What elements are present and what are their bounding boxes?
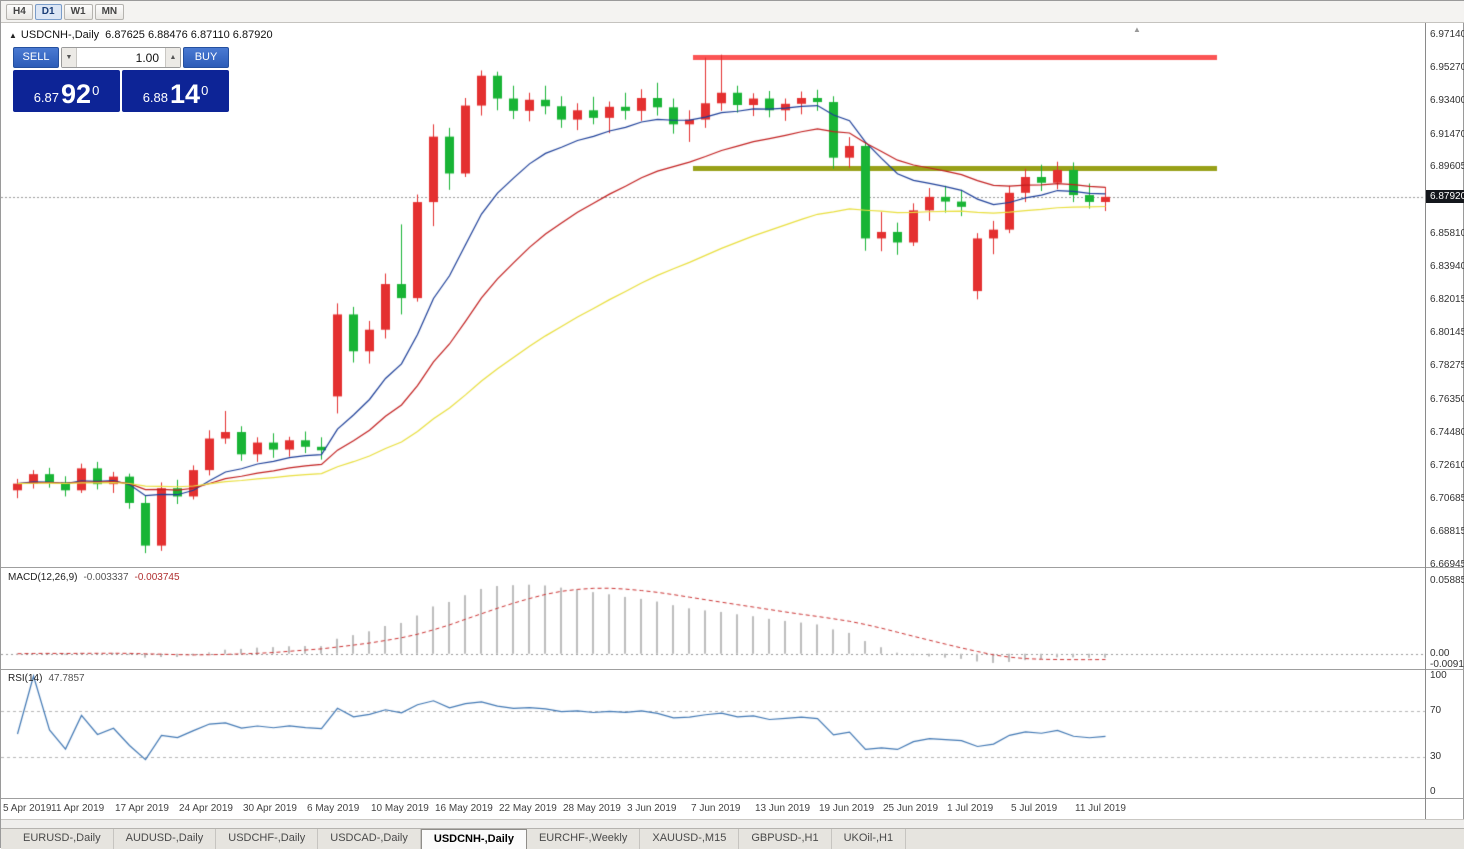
date-label: 5 Jul 2019 bbox=[1011, 803, 1058, 814]
buy-price-pipette: 0 bbox=[201, 83, 209, 98]
date-label: 1 Jul 2019 bbox=[947, 803, 994, 814]
rsi-name: RSI(14) bbox=[8, 673, 43, 684]
panel-separator[interactable] bbox=[1, 669, 1464, 670]
price-tick-label: 6.97140 bbox=[1430, 29, 1464, 40]
one-click-trading-panel: SELL ▼ 1.00 ▲ BUY 6.87 92 0 6.88 14 0 bbox=[13, 47, 229, 112]
price-tick-label: 6.78275 bbox=[1430, 360, 1464, 372]
tab-xauusd-m15[interactable]: XAUUSD-,M15 bbox=[640, 829, 740, 849]
date-label: 16 May 2019 bbox=[435, 803, 493, 814]
symbol-label: USDCNH-,Daily bbox=[20, 29, 100, 41]
ohlc-values: 6.87625 6.88476 6.87110 6.87920 bbox=[105, 29, 273, 41]
rsi-panel-canvas[interactable] bbox=[1, 670, 1425, 798]
sell-price-pipette: 0 bbox=[92, 83, 100, 98]
price-tick-label: 6.82015 bbox=[1430, 294, 1464, 306]
price-tick-label: 6.76350 bbox=[1430, 393, 1464, 405]
buy-price[interactable]: 6.88 14 0 bbox=[122, 70, 229, 112]
rsi-axis-label: 70 bbox=[1430, 704, 1442, 716]
price-tick-label: 6.93400 bbox=[1430, 94, 1464, 106]
sell-price[interactable]: 6.87 92 0 bbox=[13, 70, 120, 112]
chart-title: ▲ USDCNH-,Daily 6.87625 6.88476 6.87110 6.… bbox=[9, 29, 273, 41]
date-label: 30 Apr 2019 bbox=[243, 803, 297, 814]
buy-price-prefix: 6.88 bbox=[142, 90, 169, 105]
tab-ukoil-h1[interactable]: UKOil-,H1 bbox=[832, 829, 907, 849]
macd-panel-canvas[interactable] bbox=[1, 569, 1425, 669]
macd-main-value: -0.003337 bbox=[83, 572, 129, 583]
macd-label: MACD(12,26,9) -0.003337 -0.003745 bbox=[8, 572, 180, 583]
date-label: 3 Jun 2019 bbox=[627, 803, 677, 814]
buy-price-pips: 14 bbox=[170, 79, 201, 109]
timeframe-button-mn[interactable]: MN bbox=[94, 4, 125, 20]
one-click-toggle-icon[interactable]: ▲ bbox=[9, 31, 17, 40]
current-price-badge: 6.87920 bbox=[1426, 189, 1464, 203]
volume-spinner[interactable]: ▼ 1.00 ▲ bbox=[61, 47, 181, 68]
macd-axis-label: 0.00 bbox=[1430, 647, 1450, 659]
tab-usdchf-daily[interactable]: USDCHF-,Daily bbox=[216, 829, 319, 849]
price-tick-label: 6.70685 bbox=[1430, 493, 1464, 505]
window-splitter[interactable] bbox=[1, 819, 1464, 828]
volume-value[interactable]: 1.00 bbox=[135, 50, 159, 65]
price-tick-label: 6.80145 bbox=[1430, 327, 1464, 339]
date-label: 6 May 2019 bbox=[307, 803, 360, 814]
macd-name: MACD(12,26,9) bbox=[8, 572, 78, 583]
tab-usdcnh-daily[interactable]: USDCNH-,Daily bbox=[420, 829, 527, 849]
price-tick-label: 6.66945 bbox=[1430, 559, 1464, 570]
price-tick-label: 6.95270 bbox=[1430, 61, 1464, 73]
price-tick-label: 6.68815 bbox=[1430, 526, 1464, 538]
tab-eurusd-daily[interactable]: EURUSD-,Daily bbox=[11, 829, 114, 849]
macd-axis-label: -0.009116 bbox=[1430, 659, 1464, 670]
timeframe-button-d1[interactable]: D1 bbox=[34, 4, 62, 20]
panel-separator bbox=[1, 798, 1464, 799]
sell-price-prefix: 6.87 bbox=[33, 90, 60, 105]
date-label: 17 Apr 2019 bbox=[115, 803, 169, 814]
date-label: 22 May 2019 bbox=[499, 803, 557, 814]
rsi-axis-label: 30 bbox=[1430, 751, 1442, 763]
date-label: 24 Apr 2019 bbox=[179, 803, 233, 814]
price-chart-canvas[interactable] bbox=[1, 23, 1425, 567]
date-label: 25 Jun 2019 bbox=[883, 803, 939, 814]
volume-up-icon[interactable]: ▲ bbox=[165, 48, 180, 67]
price-tick-label: 6.72610 bbox=[1430, 459, 1464, 471]
rsi-label: RSI(14) 47.7857 bbox=[8, 673, 85, 684]
timeframe-toolbar: H4 D1 W1 MN bbox=[1, 1, 1464, 23]
date-label: 13 Jun 2019 bbox=[755, 803, 811, 814]
price-tick-label: 6.74480 bbox=[1430, 426, 1464, 438]
rsi-axis-label: 0 bbox=[1430, 786, 1436, 797]
sell-price-pips: 92 bbox=[61, 79, 92, 109]
tab-usdcad-daily[interactable]: USDCAD-,Daily bbox=[318, 829, 421, 849]
macd-signal-value: -0.003745 bbox=[134, 572, 180, 583]
sell-button[interactable]: SELL bbox=[13, 47, 59, 68]
price-axis-border bbox=[1425, 23, 1426, 819]
price-tick-label: 6.83940 bbox=[1430, 260, 1464, 272]
date-label: 11 Jul 2019 bbox=[1075, 803, 1126, 814]
date-label: 28 May 2019 bbox=[563, 803, 621, 814]
rsi-value: 47.7857 bbox=[48, 673, 85, 684]
date-label: 11 Apr 2019 bbox=[51, 803, 105, 814]
buy-button[interactable]: BUY bbox=[183, 47, 229, 68]
chart-shift-icon[interactable]: ▲ bbox=[1133, 25, 1141, 34]
price-tick-label: 6.91470 bbox=[1430, 128, 1464, 140]
timeframe-button-w1[interactable]: W1 bbox=[63, 4, 93, 20]
macd-axis-label: 0.058851 bbox=[1430, 575, 1464, 586]
date-label: 7 Jun 2019 bbox=[691, 803, 741, 814]
volume-down-icon[interactable]: ▼ bbox=[62, 48, 77, 67]
rsi-axis-label: 100 bbox=[1430, 670, 1447, 681]
date-axis[interactable]: 5 Apr 2019 11 Apr 2019 17 Apr 2019 24 Apr 2… bbox=[1, 799, 1425, 819]
date-label: 10 May 2019 bbox=[371, 803, 429, 814]
timeframe-button-h4[interactable]: H4 bbox=[6, 4, 33, 20]
date-label: 19 Jun 2019 bbox=[819, 803, 875, 814]
chart-tabs: EURUSD-,Daily AUDUSD-,Daily USDCHF-,Daily U… bbox=[1, 828, 1464, 849]
price-tick-label: 6.85810 bbox=[1430, 227, 1464, 239]
tab-audusd-daily[interactable]: AUDUSD-,Daily bbox=[114, 829, 217, 849]
tab-gbpusd-h1[interactable]: GBPUSD-,H1 bbox=[739, 829, 832, 849]
price-tick-label: 6.89605 bbox=[1430, 161, 1464, 173]
date-label: 5 Apr 2019 bbox=[3, 803, 52, 814]
tab-eurchf-weekly[interactable]: EURCHF-,Weekly bbox=[527, 829, 641, 849]
panel-separator[interactable] bbox=[1, 567, 1464, 568]
